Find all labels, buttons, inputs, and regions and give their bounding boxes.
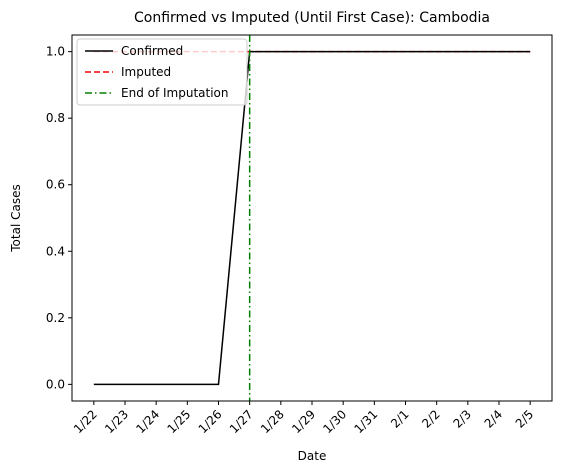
y-tick-label: 0.8 [46, 111, 65, 125]
y-tick-label: 0.2 [46, 311, 65, 325]
x-tick-label: 2/5 [513, 407, 537, 431]
series-line-confirmed [93, 50, 531, 386]
x-tick-label: 2/2 [419, 407, 443, 431]
x-tick-label: 1/24 [133, 407, 162, 436]
y-tick-label: 0.6 [46, 178, 65, 192]
x-tick-label: 1/25 [164, 407, 193, 436]
y-axis-label: Total Cases [9, 184, 23, 252]
x-tick-label: 2/4 [482, 407, 506, 431]
legend-label: End of Imputation [121, 86, 229, 100]
legend-label: Confirmed [121, 44, 183, 58]
x-tick-label: 2/1 [388, 407, 412, 431]
x-tick-label: 1/26 [196, 407, 225, 436]
x-tick-label: 1/29 [289, 407, 318, 436]
chart-title: Confirmed vs Imputed (Until First Case):… [134, 10, 490, 26]
legend: Confirmed Imputed End of Imputation [76, 38, 248, 106]
x-axis: 1/22 1/23 1/24 1/25 1/26 1/27 1/28 1/29 1/30 1/31… [71, 401, 536, 436]
x-tick-label: 1/23 [102, 407, 131, 436]
y-tick-label: 0.4 [46, 244, 65, 258]
x-tick-label: 1/27 [227, 407, 256, 436]
x-tick-label: 1/31 [352, 407, 381, 436]
x-tick-label: 1/22 [71, 407, 100, 436]
x-tick-label: 1/28 [258, 407, 287, 436]
y-tick-label: 1.0 [46, 45, 65, 59]
x-axis-label: Date [298, 449, 327, 463]
legend-label: Imputed [121, 65, 171, 79]
x-tick-label: 1/30 [320, 407, 349, 436]
legend-box [76, 38, 248, 106]
y-axis: 0.0 0.2 0.4 0.6 0.8 1.0 [46, 45, 72, 391]
x-tick-label: 2/3 [450, 407, 474, 431]
y-tick-label: 0.0 [46, 377, 65, 391]
